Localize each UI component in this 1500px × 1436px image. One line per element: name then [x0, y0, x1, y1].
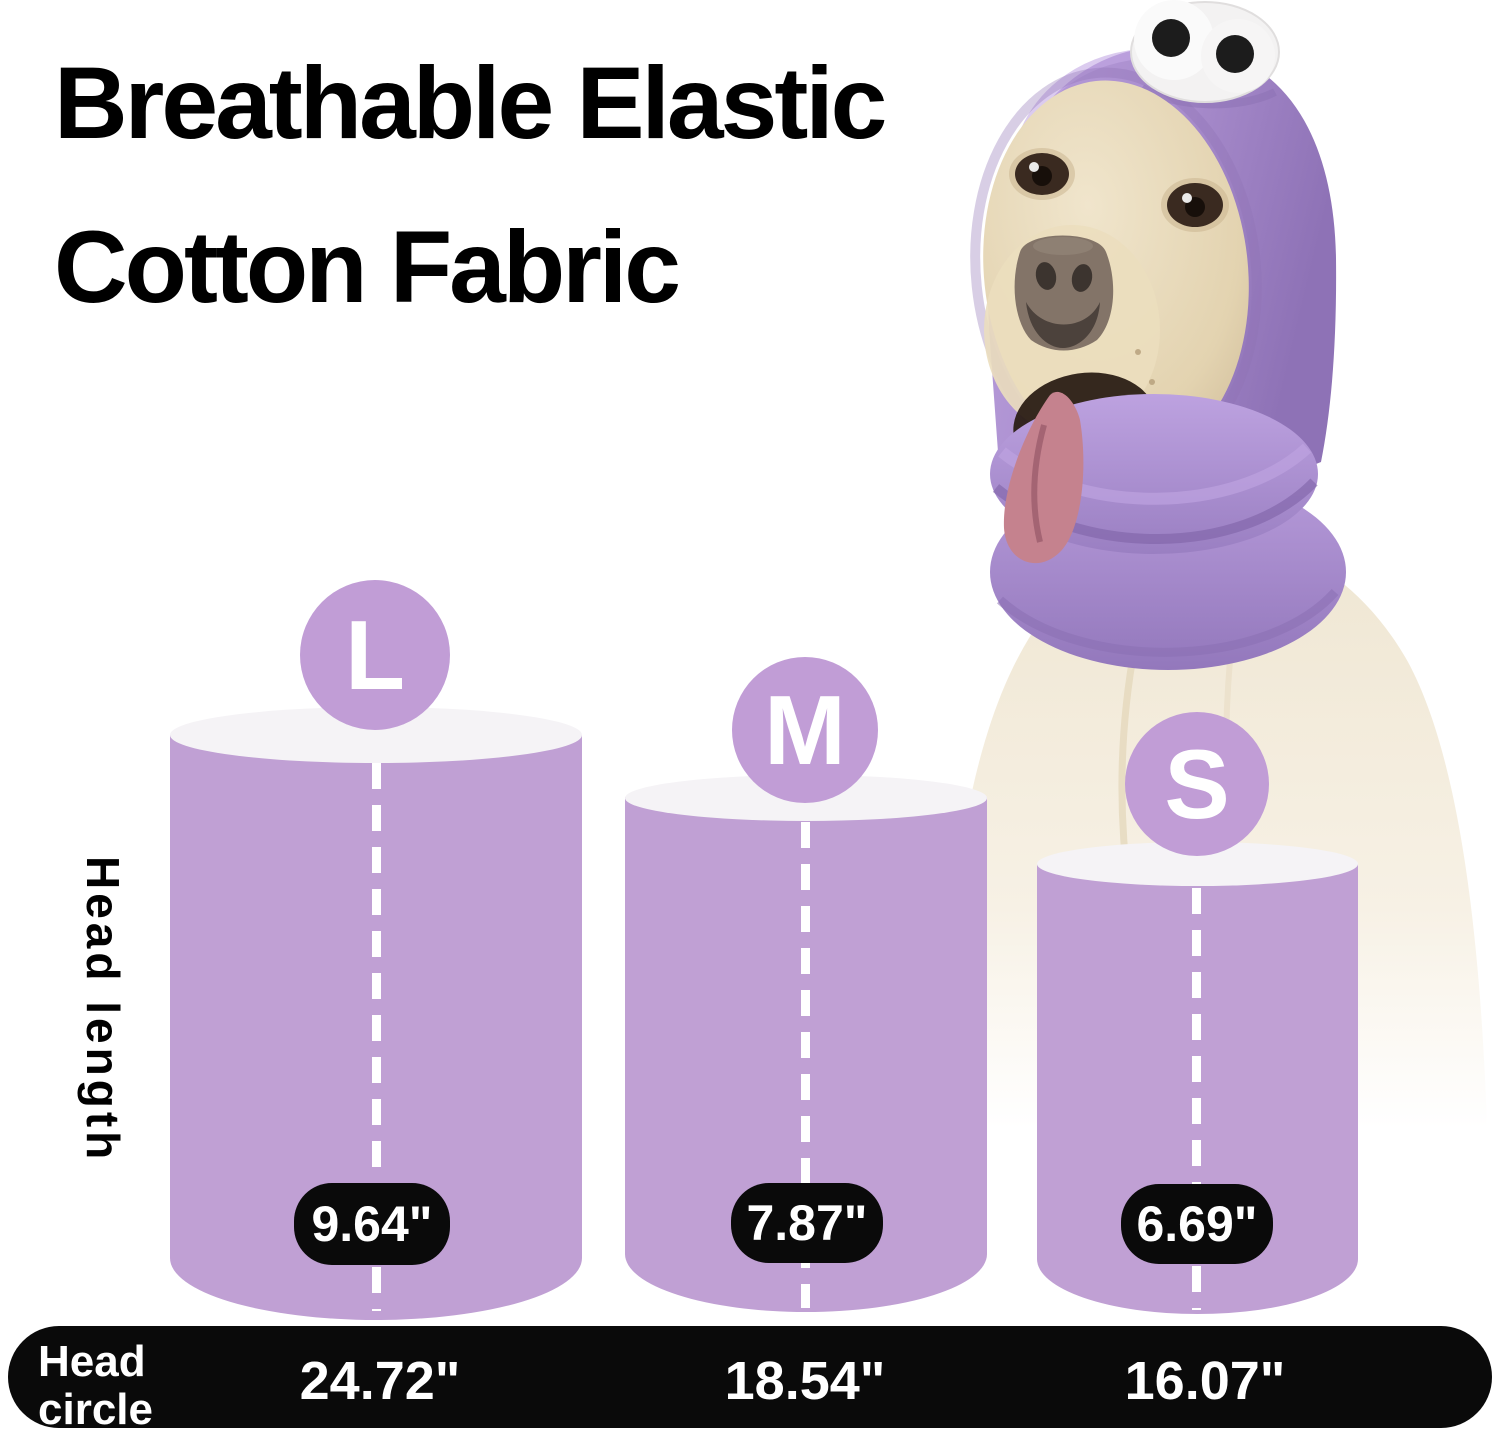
head-circle-bar: Head circle 24.72" 18.54" 16.07" — [8, 1326, 1492, 1434]
dog-eyes — [1009, 148, 1229, 232]
dashed-height-line-large — [372, 763, 381, 1311]
head-circle-value-medium: 18.54" — [724, 1351, 886, 1411]
dashed-height-line-medium — [801, 822, 810, 1308]
page-title-line1: Breathable Elastic — [54, 46, 887, 160]
head-circle-label-line2: circle — [38, 1385, 153, 1434]
dashed-height-line-small — [1192, 888, 1201, 1310]
size-circle-small: S — [1125, 712, 1269, 856]
dog-nose — [1014, 235, 1114, 351]
head-circle-label-line1: Head — [38, 1337, 146, 1386]
page-title-line2: Cotton Fabric — [54, 210, 681, 324]
head-length-axis-label: Head length — [77, 856, 129, 1164]
dog-tongue — [1003, 391, 1084, 564]
head-circle-value-small: 16.07" — [1124, 1351, 1286, 1411]
googly-eyes-icon — [1130, 0, 1280, 103]
size-circle-large: L — [300, 580, 450, 730]
head-length-badge-small: 6.69" — [1121, 1184, 1273, 1264]
size-circle-medium: M — [732, 657, 878, 803]
head-length-badge-medium: 7.87" — [731, 1183, 883, 1263]
head-circle-bar-label: Head circle — [38, 1338, 153, 1434]
head-length-badge-large: 9.64" — [294, 1183, 450, 1265]
head-circle-value-large: 24.72" — [299, 1351, 461, 1411]
